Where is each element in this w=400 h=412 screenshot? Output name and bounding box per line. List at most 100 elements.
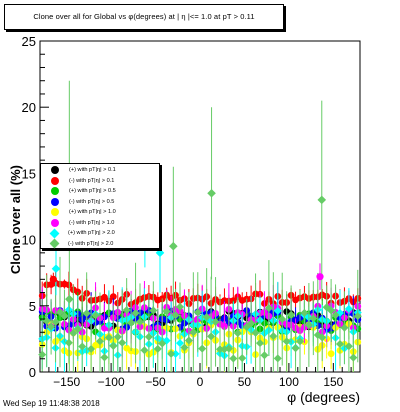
data-point (251, 328, 260, 337)
legend-entry: (+) with pT|η| > 1.0 (41, 207, 159, 218)
legend-entry: (+) with pT|η| > 0.1 (41, 165, 159, 176)
data-point (264, 304, 273, 313)
data-point (96, 337, 104, 346)
data-point (198, 344, 207, 353)
legend-label: (-) with pT|η| > 0.1 (69, 177, 115, 184)
data-point (291, 344, 300, 353)
data-point (229, 354, 238, 363)
data-point (176, 339, 184, 348)
outlier-point (316, 263, 324, 290)
data-point (144, 332, 153, 341)
legend-label: (+) with pT|η| > 2.0 (68, 230, 115, 237)
x-tick-label: 150 (323, 375, 343, 389)
data-point (256, 339, 264, 348)
data-point (136, 317, 144, 326)
data-point (184, 336, 193, 345)
data-point (233, 329, 242, 338)
data-point (317, 195, 327, 205)
data-point (331, 311, 340, 320)
y-tick-label: 15 (22, 166, 36, 181)
data-point (122, 306, 131, 315)
data-point (340, 323, 349, 332)
data-point (167, 349, 176, 358)
outlier-point (169, 166, 178, 326)
data-point (300, 308, 309, 317)
data-point (140, 346, 149, 355)
data-point (109, 342, 118, 351)
data-point (169, 241, 178, 251)
legend-marker (51, 166, 59, 175)
data-point (344, 342, 353, 351)
data-point (180, 343, 189, 352)
data-point (238, 354, 247, 363)
data-point (104, 333, 113, 342)
data-point (65, 294, 74, 304)
data-point (269, 332, 278, 341)
data-point (287, 310, 296, 319)
data-point (278, 315, 287, 324)
data-point (189, 328, 198, 337)
legend-marker (51, 197, 59, 206)
data-point (155, 248, 165, 258)
x-tick-label: 0 (197, 375, 204, 389)
data-point (47, 322, 56, 331)
data-point (51, 317, 60, 326)
data-point (193, 308, 202, 317)
legend-entry: (+) with pT|η| > 0.5 (41, 186, 159, 197)
legend-marker (51, 176, 59, 185)
legend-entry: (-) with pT|η| > 0.1 (41, 176, 159, 187)
x-tick-label: −50 (145, 375, 166, 389)
series-7 (38, 256, 362, 372)
data-point (273, 306, 282, 315)
x-tick-label: −100 (98, 375, 125, 389)
y-tick-label: 25 (22, 34, 36, 49)
data-point (224, 344, 233, 353)
x-tick-label: 50 (238, 375, 252, 389)
legend-label: (-) with pT|η| > 2.0 (68, 240, 114, 247)
data-point (327, 350, 335, 358)
legend-marker (49, 228, 60, 239)
data-point (38, 350, 47, 359)
legend-entry: (-) with pT|η| > 1.0 (41, 218, 159, 229)
chart-title: Clone over all for Global vs φ(degrees) … (33, 12, 255, 21)
data-point (87, 344, 96, 353)
legend-marker (51, 218, 59, 227)
data-point (327, 306, 336, 315)
data-point (207, 332, 216, 341)
data-point (91, 311, 100, 320)
data-point (202, 312, 211, 321)
data-point (353, 312, 362, 321)
data-point (109, 293, 117, 301)
legend-label: (+) with pT|η| > 0.1 (69, 167, 116, 174)
data-point (69, 329, 78, 338)
outlier-point (207, 107, 216, 280)
data-point (149, 306, 158, 315)
data-point (73, 325, 82, 334)
data-point (309, 314, 318, 323)
data-point (158, 339, 167, 348)
chart-title-box: Clone over all for Global vs φ(degrees) … (4, 4, 284, 30)
data-point (113, 332, 122, 341)
legend-entry: (-) with pT|η| > 2.0 (41, 238, 159, 250)
data-point (171, 349, 180, 358)
legend-label: (-) with pT|η| > 1.0 (69, 219, 115, 226)
data-point (211, 317, 220, 326)
data-point (51, 264, 61, 274)
data-point (118, 338, 127, 347)
legend: (+) with pT|η| > 0.1 (-) with pT|η| > 0.1… (40, 163, 160, 249)
timestamp: Wed Sep 19 11:48:38 2018 (3, 399, 100, 408)
outlier-point (51, 242, 61, 296)
data-point (60, 311, 69, 320)
data-point (100, 353, 109, 362)
legend-marker (49, 238, 60, 249)
legend-label: (+) with pT|η| > 1.0 (69, 209, 116, 216)
data-point (221, 322, 228, 330)
y-tick-label: 0 (29, 365, 36, 380)
outlier-point (49, 272, 57, 286)
legend-entry: (-) with pT|η| > 0.5 (41, 197, 159, 208)
data-point (273, 354, 282, 363)
data-point (318, 333, 327, 342)
data-point (127, 318, 136, 327)
data-point (207, 188, 216, 198)
